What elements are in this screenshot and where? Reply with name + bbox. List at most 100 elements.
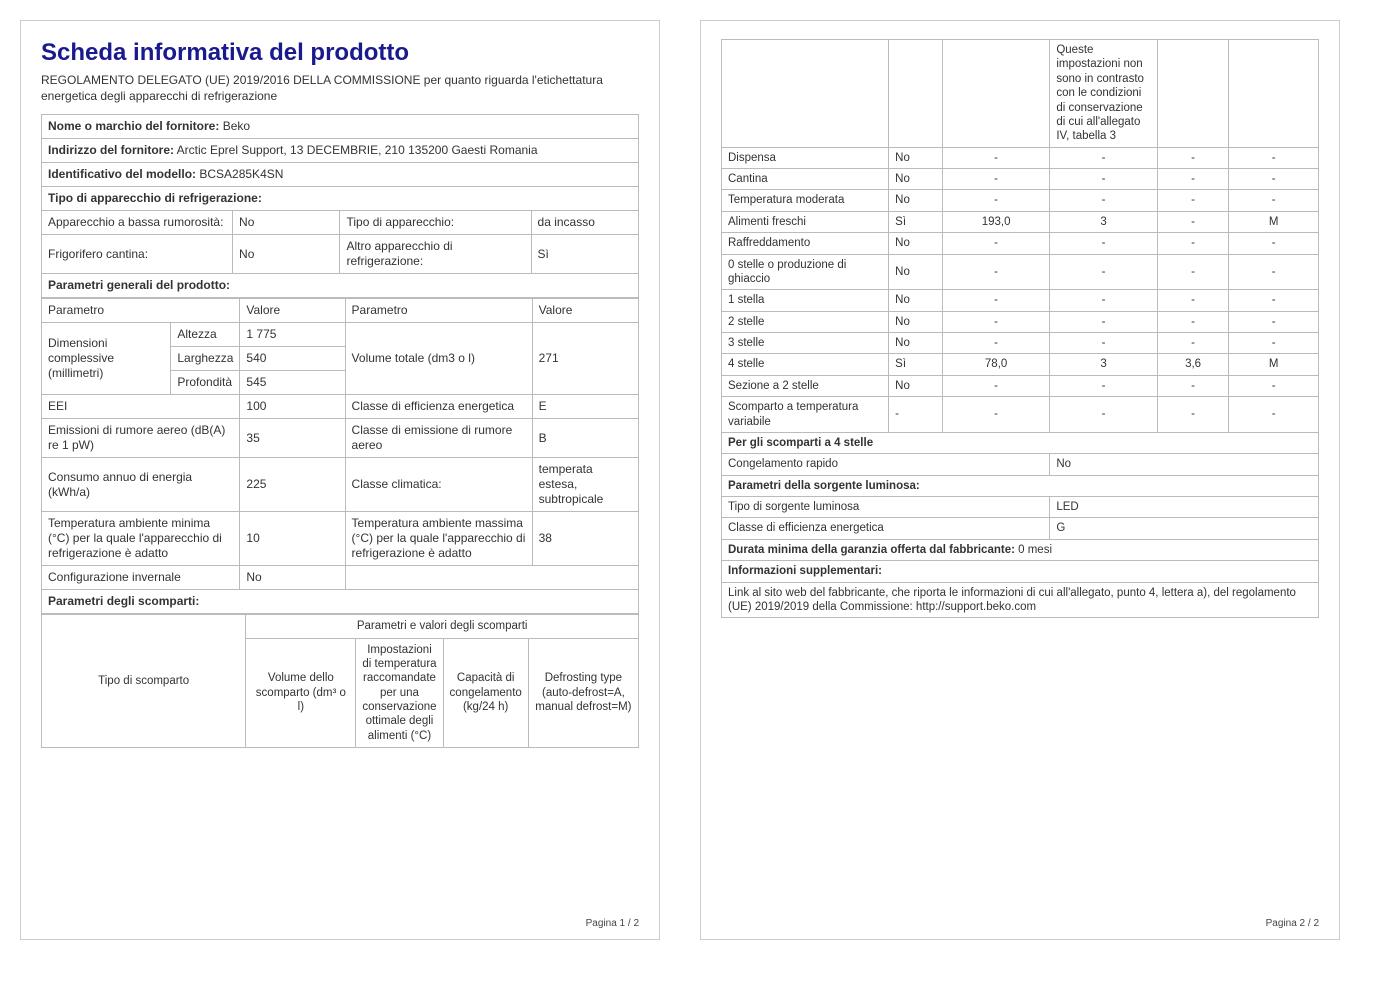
general-params-header: Parametri generali del prodotto: [42, 274, 639, 298]
depth-label: Profondità [171, 371, 240, 395]
other-appliance-value: Sì [531, 235, 638, 274]
comp-v2: - [942, 397, 1049, 433]
eei-label: EEI [42, 395, 240, 419]
comp-v2: - [942, 290, 1049, 311]
comp-v4: - [1157, 190, 1229, 211]
comp-v1: No [889, 233, 943, 254]
annual-energy-label: Consumo annuo di energia (kWh/a) [42, 458, 240, 512]
comp-name: Raffreddamento [722, 233, 889, 254]
height-label: Altezza [171, 323, 240, 347]
energy-class-value: E [532, 395, 638, 419]
page-1-footer: Pagina 1 / 2 [586, 918, 639, 929]
min-temp-label: Temperatura ambiente minima (°C) per la … [42, 512, 240, 566]
light-source-header: Parametri della sorgente luminosa: [722, 475, 1319, 496]
comp-v5: M [1229, 211, 1319, 232]
compartment-row: 3 stelleNo---- [722, 333, 1319, 354]
param-header-1: Parametro [42, 299, 240, 323]
comp-v1: No [889, 169, 943, 190]
compartment-row: 4 stelleSì78,033,6M [722, 354, 1319, 375]
noise-value: 35 [240, 419, 345, 458]
supplier-table: Nome o marchio del fornitore: Beko Indir… [41, 114, 639, 298]
general-params-table: Parametro Valore Parametro Valore Dimens… [41, 298, 639, 614]
comp-v1: No [889, 147, 943, 168]
comp-v5: - [1229, 333, 1319, 354]
compartment-row: Temperatura moderataNo---- [722, 190, 1319, 211]
comp-v4: 3,6 [1157, 354, 1229, 375]
compartment-row: Scomparto a temperatura variabile----- [722, 397, 1319, 433]
comp-name: Sezione a 2 stelle [722, 375, 889, 396]
comp-v2: - [942, 254, 1049, 290]
comp-v5: - [1229, 147, 1319, 168]
other-appliance-label: Altro apparecchio di refrigerazione: [340, 235, 531, 274]
comp-v3: - [1050, 333, 1157, 354]
comp-v1: No [889, 375, 943, 396]
total-volume-label: Volume totale (dm3 o l) [345, 323, 532, 395]
comp-v5: - [1229, 397, 1319, 433]
max-temp-value: 38 [532, 512, 638, 566]
comp-name: Alimenti freschi [722, 211, 889, 232]
light-class-value: G [1050, 518, 1319, 539]
min-temp-value: 10 [240, 512, 345, 566]
comp-name: 3 stelle [722, 333, 889, 354]
temp-note: Queste impostazioni non sono in contrast… [1050, 40, 1157, 148]
comp-v3: 3 [1050, 211, 1157, 232]
comp-v2: 193,0 [942, 211, 1049, 232]
comp-v4: - [1157, 333, 1229, 354]
light-type-label: Tipo di sorgente luminosa [722, 497, 1050, 518]
value-header-1: Valore [240, 299, 345, 323]
document-title: Scheda informativa del prodotto [41, 39, 639, 67]
comp-v1: No [889, 254, 943, 290]
compartments-header: Parametri degli scomparti: [42, 590, 639, 614]
regulation-subtitle: REGOLAMENTO DELEGATO (UE) 2019/2016 DELL… [41, 73, 639, 104]
wine-fridge-label: Frigorifero cantina: [42, 235, 233, 274]
total-volume-value: 271 [532, 323, 638, 395]
comp-v1: Sì [889, 354, 943, 375]
comp-v4: - [1157, 397, 1229, 433]
appliance-type-value: da incasso [531, 211, 638, 235]
comp-v1: No [889, 290, 943, 311]
comp-v5: - [1229, 169, 1319, 190]
comp-name: 4 stelle [722, 354, 889, 375]
comp-v2: - [942, 233, 1049, 254]
supplier-addr-label: Indirizzo del fornitore: [48, 143, 174, 157]
supplier-addr: Arctic Eprel Support, 13 DECEMBRIE, 210 … [177, 143, 538, 157]
comp-v3: - [1050, 290, 1157, 311]
annual-energy-value: 225 [240, 458, 345, 512]
compartment-row: DispensaNo---- [722, 147, 1319, 168]
comp-name: 2 stelle [722, 311, 889, 332]
comp-v5: - [1229, 190, 1319, 211]
comp-name: Dispensa [722, 147, 889, 168]
comp-v3: - [1050, 397, 1157, 433]
param-header-2: Parametro [345, 299, 532, 323]
comp-name: Scomparto a temperatura variabile [722, 397, 889, 433]
comp-v4: - [1157, 311, 1229, 332]
low-noise-label: Apparecchio a bassa rumorosità: [42, 211, 233, 235]
compartment-row: 1 stellaNo---- [722, 290, 1319, 311]
comp-v1: No [889, 190, 943, 211]
comp-v5: M [1229, 354, 1319, 375]
comp-name: Temperatura moderata [722, 190, 889, 211]
eei-value: 100 [240, 395, 345, 419]
climate-class-label: Classe climatica: [345, 458, 532, 512]
comp-volume-col: Volume dello scomparto (dm³ o l) [246, 638, 356, 748]
supplier-name: Beko [223, 119, 250, 133]
four-star-header: Per gli scomparti a 4 stelle [722, 432, 1319, 453]
comp-v1: No [889, 333, 943, 354]
compartment-row: CantinaNo---- [722, 169, 1319, 190]
comp-v3: - [1050, 311, 1157, 332]
winter-config-label: Configurazione invernale [42, 566, 240, 590]
comp-v2: - [942, 147, 1049, 168]
comp-v2: - [942, 375, 1049, 396]
climate-class-value: temperata estesa, subtropicale [532, 458, 638, 512]
supplier-name-label: Nome o marchio del fornitore: [48, 119, 219, 133]
warranty-label: Durata minima della garanzia offerta dal… [728, 544, 1015, 556]
comp-name: 1 stella [722, 290, 889, 311]
light-class-label: Classe di efficienza energetica [722, 518, 1050, 539]
max-temp-label: Temperatura ambiente massima (°C) per la… [345, 512, 532, 566]
fast-freeze-value: No [1050, 454, 1319, 475]
comp-defrost-col: Defrosting type (auto-defrost=A, manual … [528, 638, 638, 748]
comp-v1: Sì [889, 211, 943, 232]
compartment-row: RaffreddamentoNo---- [722, 233, 1319, 254]
comp-v5: - [1229, 233, 1319, 254]
comp-v5: - [1229, 254, 1319, 290]
